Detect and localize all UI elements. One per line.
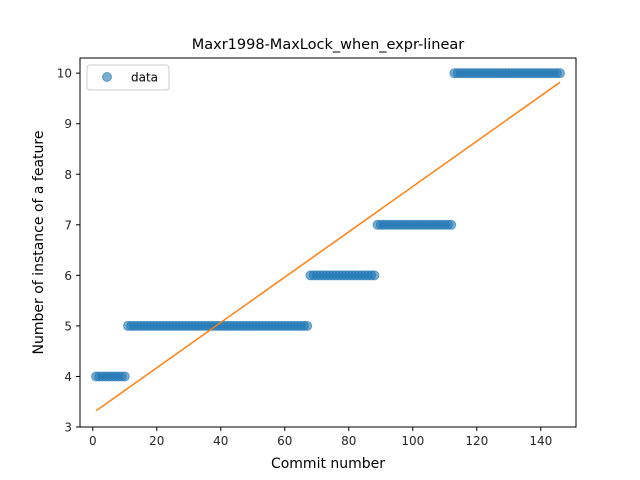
x-tick-label: 40 — [213, 434, 228, 448]
x-tick-label: 20 — [149, 434, 164, 448]
y-tick-label: 9 — [64, 117, 72, 131]
ticks-layer: 0 20 40 60 80 100 120 140 3 4 5 6 7 8 9 10 — [57, 67, 553, 448]
y-tick-label: 3 — [64, 421, 72, 435]
y-tick-label: 8 — [64, 168, 72, 182]
legend-box — [86, 64, 170, 91]
y-tick-label: 10 — [57, 67, 72, 81]
plot-frame — [79, 57, 577, 428]
legend: data — [86, 64, 170, 91]
y-tick-label: 6 — [64, 269, 72, 283]
data-point — [369, 270, 380, 281]
fit-line — [95, 81, 561, 412]
x-tick-label: 80 — [341, 434, 356, 448]
plot-layer — [91, 68, 565, 412]
y-axis-label: Number of instance of a feature — [31, 131, 47, 355]
x-tick-label: 100 — [401, 434, 424, 448]
x-tick-label: 120 — [465, 434, 488, 448]
legend-label: data — [131, 71, 158, 85]
x-tick-label: 60 — [277, 434, 292, 448]
y-tick-label: 5 — [64, 319, 72, 333]
y-tick-label: 4 — [64, 370, 72, 384]
chart-title: Maxr1998-MaxLock_when_expr-linear — [192, 37, 465, 53]
x-tick-label: 0 — [89, 434, 97, 448]
data-point — [119, 371, 130, 382]
data-point — [446, 219, 457, 230]
y-tick-label: 7 — [64, 218, 72, 232]
legend-marker — [102, 72, 112, 82]
data-point — [302, 320, 313, 331]
x-axis-label: Commit number — [271, 456, 385, 472]
data-point — [555, 68, 565, 79]
x-tick-label: 140 — [529, 434, 552, 448]
